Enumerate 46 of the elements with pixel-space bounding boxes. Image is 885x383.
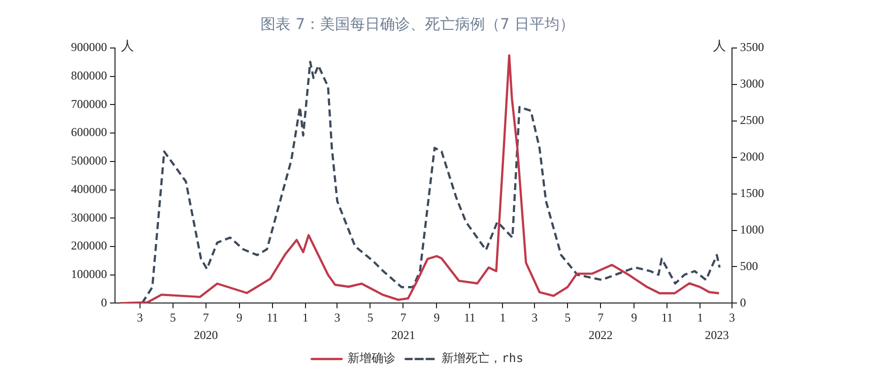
x-tick-label: 3 xyxy=(136,310,143,325)
y-tick-label: 900000 xyxy=(71,40,107,54)
x-tick-label: 9 xyxy=(631,310,638,325)
x-tick-label: 3 xyxy=(532,310,538,325)
y-tick-label: 200000 xyxy=(71,238,107,253)
y-tick-label: 300000 xyxy=(71,210,107,224)
chart-title: 图表 7：美国每日确诊、死亡病例（7 日平均） xyxy=(260,14,574,33)
y2-tick-label: 1500 xyxy=(740,186,764,200)
x2-tick-label: 2023 xyxy=(704,328,729,342)
y-tick-label: 500000 xyxy=(71,154,107,168)
x-tick-label: 1 xyxy=(697,310,704,325)
y-tick-label: 700000 xyxy=(71,96,107,111)
x-tick-label: 9 xyxy=(434,310,440,325)
x-tick-label: 9 xyxy=(236,310,242,325)
x-tick-label: 7 xyxy=(202,310,209,325)
legend-label: 新增确诊 xyxy=(348,351,396,366)
y2-tick-label: 2500 xyxy=(740,113,764,128)
x-tick-label: 1 xyxy=(302,310,308,325)
x-tick-label: 11 xyxy=(661,310,673,325)
x-tick-label: 7 xyxy=(598,310,604,325)
y-tick-label: 400000 xyxy=(71,182,107,196)
x2-tick-label: 2022 xyxy=(588,328,613,342)
x-tick-label: 7 xyxy=(400,310,406,325)
y-axis-title: 人 xyxy=(121,38,134,54)
y2-tick-label: 3000 xyxy=(740,76,764,91)
x-tick-label: 5 xyxy=(564,310,571,325)
y2-tick-label: 500 xyxy=(740,258,758,273)
y2-axis-title: 人 xyxy=(713,38,726,54)
y2-tick-label: 1000 xyxy=(740,222,764,236)
x-tick-label: 11 xyxy=(464,310,476,325)
x-tick-label: 1 xyxy=(500,310,506,325)
x-tick-label: 11 xyxy=(266,310,278,325)
x2-tick-label: 2021 xyxy=(391,328,416,342)
y2-tick-label: 3500 xyxy=(740,40,764,54)
y-tick-label: 100000 xyxy=(71,267,107,281)
y-tick-label: 0 xyxy=(101,295,107,310)
x-tick-label: 3 xyxy=(729,310,735,325)
x-tick-label: 5 xyxy=(170,310,176,325)
y-tick-label: 600000 xyxy=(71,125,107,140)
legend-label: 新增死亡，rhs xyxy=(442,351,524,366)
x-tick-label: 5 xyxy=(367,310,374,325)
x-tick-label: 3 xyxy=(334,310,340,325)
y2-tick-label: 2000 xyxy=(740,150,764,164)
y2-tick-label: 0 xyxy=(740,295,746,310)
x2-tick-label: 2020 xyxy=(194,328,218,342)
y-tick-label: 800000 xyxy=(71,68,107,83)
